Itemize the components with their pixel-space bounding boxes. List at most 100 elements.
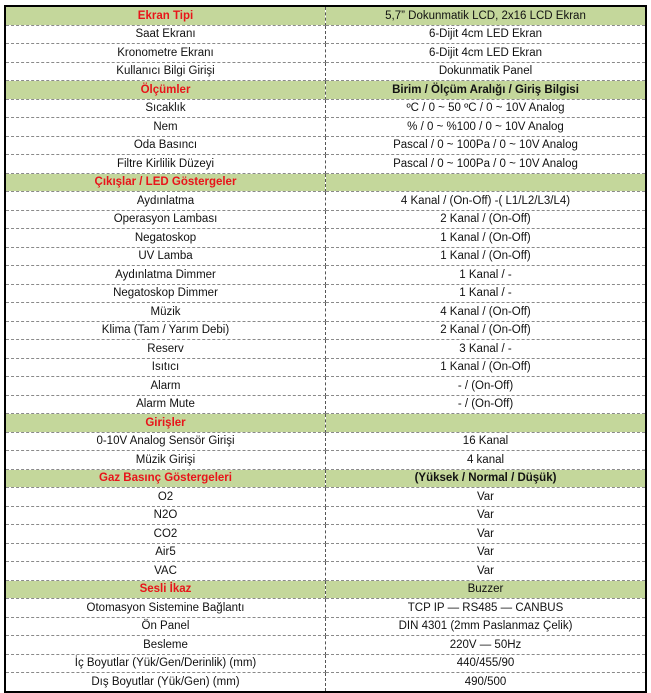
table-row: 0-10V Analog Sensör Girişi 16 Kanal [5, 432, 646, 451]
spec-value: TCP IP — RS485 — CANBUS [325, 598, 646, 618]
section-header-row: Çıkışlar / LED Göstergeler [5, 173, 646, 192]
spec-value: - / (On-Off) [325, 395, 646, 414]
spec-label: Nem [5, 117, 326, 137]
spec-label: Kronometre Ekranı [5, 43, 326, 63]
spec-label: CO2 [5, 524, 326, 544]
spec-label: Operasyon Lambası [5, 210, 326, 229]
spec-label: Alarm Mute [5, 395, 326, 414]
spec-value: 6-Dijit 4cm LED Ekran [325, 43, 646, 63]
spec-value: 220V — 50Hz [325, 635, 646, 655]
table-row: Operasyon Lambası 2 Kanal / (On-Off) [5, 210, 646, 229]
table-row: Air5 Var [5, 543, 646, 562]
spec-label: Sıcaklık [5, 99, 326, 118]
spec-label: Alarm [5, 376, 326, 396]
table-row: N2O Var [5, 506, 646, 525]
spec-value: 16 Kanal [325, 432, 646, 451]
spec-label: Otomasyon Sistemine Bağlantı [5, 598, 326, 618]
spec-value [325, 413, 646, 433]
table-row: Ön Panel DIN 4301 (2mm Paslanmaz Çelik) [5, 617, 646, 636]
spec-value: 2 Kanal / (On-Off) [325, 321, 646, 340]
spec-value: 490/500 [325, 672, 646, 692]
spec-label: Klima (Tam / Yarım Debi) [5, 321, 326, 340]
section-title: Çıkışlar / LED Göstergeler [5, 173, 326, 192]
spec-value: 3 Kanal / - [325, 339, 646, 359]
section-header-row: Girişler [5, 413, 646, 433]
section-header-row: Gaz Basınç Göstergeleri (Yüksek / Normal … [5, 469, 646, 488]
spec-value: - / (On-Off) [325, 376, 646, 396]
spec-label: Air5 [5, 543, 326, 562]
spec-value: Pascal / 0 ~ 100Pa / 0 ~ 10V Analog [325, 154, 646, 174]
table-row: Kullanıcı Bilgi Girişi Dokunmatik Panel [5, 62, 646, 81]
spec-value: Var [325, 543, 646, 562]
spec-value: 440/455/90 [325, 654, 646, 673]
table-row: Oda Basıncı Pascal / 0 ~ 100Pa / 0 ~ 10V … [5, 136, 646, 155]
spec-value: 4 Kanal / (On-Off) -( L1/L2/L3/L4) [325, 191, 646, 211]
spec-label: VAC [5, 561, 326, 581]
table-row: Reserv 3 Kanal / - [5, 339, 646, 359]
spec-value: % / 0 ~ %100 / 0 ~ 10V Analog [325, 117, 646, 137]
table-row: O2 Var [5, 487, 646, 507]
spec-label: Müzik Girişi [5, 450, 326, 470]
table-row: Klima (Tam / Yarım Debi) 2 Kanal / (On-Of… [5, 321, 646, 340]
spec-value: 4 Kanal / (On-Off) [325, 302, 646, 322]
spec-value: DIN 4301 (2mm Paslanmaz Çelik) [325, 617, 646, 636]
spec-value: 1 Kanal / - [325, 284, 646, 303]
table-row: Saat Ekranı 6-Dijit 4cm LED Ekran [5, 25, 646, 44]
spec-label: Filtre Kirlilik Düzeyi [5, 154, 326, 174]
spec-label: N2O [5, 506, 326, 525]
spec-value: Pascal / 0 ~ 100Pa / 0 ~ 10V Analog [325, 136, 646, 155]
spec-label: Negatoskop Dimmer [5, 284, 326, 303]
spec-label: UV Lamba [5, 247, 326, 266]
section-title: Sesli İkaz [5, 580, 326, 599]
table-row: Alarm Mute - / (On-Off) [5, 395, 646, 414]
spec-label: Besleme [5, 635, 326, 655]
spec-value: Birim / Ölçüm Aralığı / Giriş Bilgisi [325, 80, 646, 100]
table-row: Besleme 220V — 50Hz [5, 635, 646, 655]
section-header-row: Ölçümler Birim / Ölçüm Aralığı / Giriş Bi… [5, 80, 646, 100]
spec-label: 0-10V Analog Sensör Girişi [5, 432, 326, 451]
spec-label: Reserv [5, 339, 326, 359]
spec-value: 6-Dijit 4cm LED Ekran [325, 25, 646, 44]
table-row: İç Boyutlar (Yük/Gen/Derinlik) (mm) 440/4… [5, 654, 646, 673]
spec-value: 1 Kanal / (On-Off) [325, 247, 646, 266]
spec-label: Aydınlatma Dimmer [5, 265, 326, 285]
spec-label: Saat Ekranı [5, 25, 326, 44]
spec-label: Dış Boyutlar (Yük/Gen) (mm) [5, 672, 326, 692]
table-row: UV Lamba 1 Kanal / (On-Off) [5, 247, 646, 266]
spec-label: Aydınlatma [5, 191, 326, 211]
spec-value: 1 Kanal / (On-Off) [325, 228, 646, 248]
table-row: Nem% / 0 ~ %100 / 0 ~ 10V Analog [5, 117, 646, 137]
table-row: Negatoskop 1 Kanal / (On-Off) [5, 228, 646, 248]
table-row: Alarm - / (On-Off) [5, 376, 646, 396]
spec-value: Var [325, 506, 646, 525]
table-row: Aydınlatma Dimmer 1 Kanal / - [5, 265, 646, 285]
section-title: Ölçümler [5, 80, 326, 100]
spec-label: O2 [5, 487, 326, 507]
spec-value: ºC / 0 ~ 50 ºC / 0 ~ 10V Analog [325, 99, 646, 118]
spec-value: 4 kanal [325, 450, 646, 470]
table-row: Sıcaklık ºC / 0 ~ 50 ºC / 0 ~ 10V Analog [5, 99, 646, 118]
spec-label: İç Boyutlar (Yük/Gen/Derinlik) (mm) [5, 654, 326, 673]
spec-value: Dokunmatik Panel [325, 62, 646, 81]
section-header-row: Ekran Tipi 5,7” Dokunmatik LCD, 2x16 LCD … [5, 6, 646, 26]
spec-value: 2 Kanal / (On-Off) [325, 210, 646, 229]
section-header-row: Sesli İkaz Buzzer [5, 580, 646, 599]
spec-label: Kullanıcı Bilgi Girişi [5, 62, 326, 81]
section-title: Girişler [5, 413, 326, 433]
spec-value: (Yüksek / Normal / Düşük) [325, 469, 646, 488]
table-row: Müzik 4 Kanal / (On-Off) [5, 302, 646, 322]
spec-label: Isıtıcı [5, 358, 326, 377]
spec-value: Var [325, 487, 646, 507]
table-row: Filtre Kirlilik Düzeyi Pascal / 0 ~ 100Pa… [5, 154, 646, 174]
table-row: CO2 Var [5, 524, 646, 544]
spec-value: 1 Kanal / - [325, 265, 646, 285]
table-row: Negatoskop Dimmer 1 Kanal / - [5, 284, 646, 303]
table-row: VAC Var [5, 561, 646, 581]
spec-value: 5,7” Dokunmatik LCD, 2x16 LCD Ekran [325, 6, 646, 26]
spec-value: Buzzer [325, 580, 646, 599]
spec-value: Var [325, 524, 646, 544]
spec-label: Negatoskop [5, 228, 326, 248]
table-row: Isıtıcı 1 Kanal / (On-Off) [5, 358, 646, 377]
table-row: Dış Boyutlar (Yük/Gen) (mm) 490/500 [5, 672, 646, 692]
spec-value: 1 Kanal / (On-Off) [325, 358, 646, 377]
